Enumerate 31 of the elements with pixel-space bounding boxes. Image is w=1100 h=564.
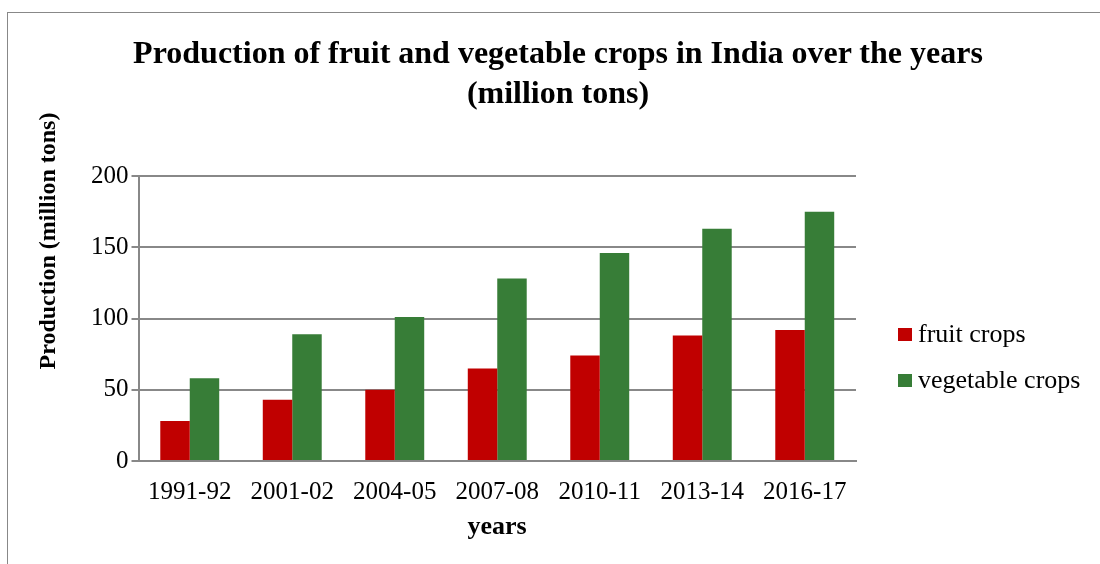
x-tick-label: 2004-05 bbox=[353, 476, 437, 504]
bar bbox=[160, 421, 190, 460]
bar bbox=[570, 355, 600, 460]
bar bbox=[189, 378, 220, 460]
x-tick-label: 2007-08 bbox=[455, 476, 539, 504]
y-tick-label: 100 bbox=[91, 303, 129, 331]
bar bbox=[497, 278, 527, 460]
chart-title: Production of fruit and vegetable crops in India over the years (million tons) bbox=[132, 33, 984, 112]
legend-label: fruit crops bbox=[918, 319, 1026, 349]
x-tick-label: 1991-92 bbox=[148, 476, 232, 504]
bar bbox=[262, 399, 293, 460]
bar bbox=[672, 335, 703, 460]
bar bbox=[394, 317, 425, 460]
y-tick-label: 0 bbox=[116, 445, 129, 473]
legend-label: vegetable crops bbox=[918, 365, 1081, 395]
y-axis-title: Production (million tons) bbox=[33, 112, 61, 370]
bar bbox=[365, 389, 395, 460]
bar bbox=[292, 334, 322, 460]
x-tick-label: 2016-17 bbox=[763, 476, 847, 504]
bar bbox=[599, 252, 630, 460]
bar bbox=[804, 211, 835, 460]
y-tick-label: 200 bbox=[91, 160, 129, 188]
bar bbox=[702, 228, 732, 460]
y-tick-label: 50 bbox=[103, 374, 129, 402]
bar bbox=[775, 329, 805, 460]
bar bbox=[467, 368, 498, 460]
x-tick-label: 2013-14 bbox=[660, 476, 745, 504]
x-axis-title: years bbox=[467, 511, 527, 541]
y-tick-label: 150 bbox=[91, 231, 129, 259]
x-tick-label: 2010-11 bbox=[558, 476, 641, 504]
x-tick-label: 2001-02 bbox=[250, 476, 334, 504]
